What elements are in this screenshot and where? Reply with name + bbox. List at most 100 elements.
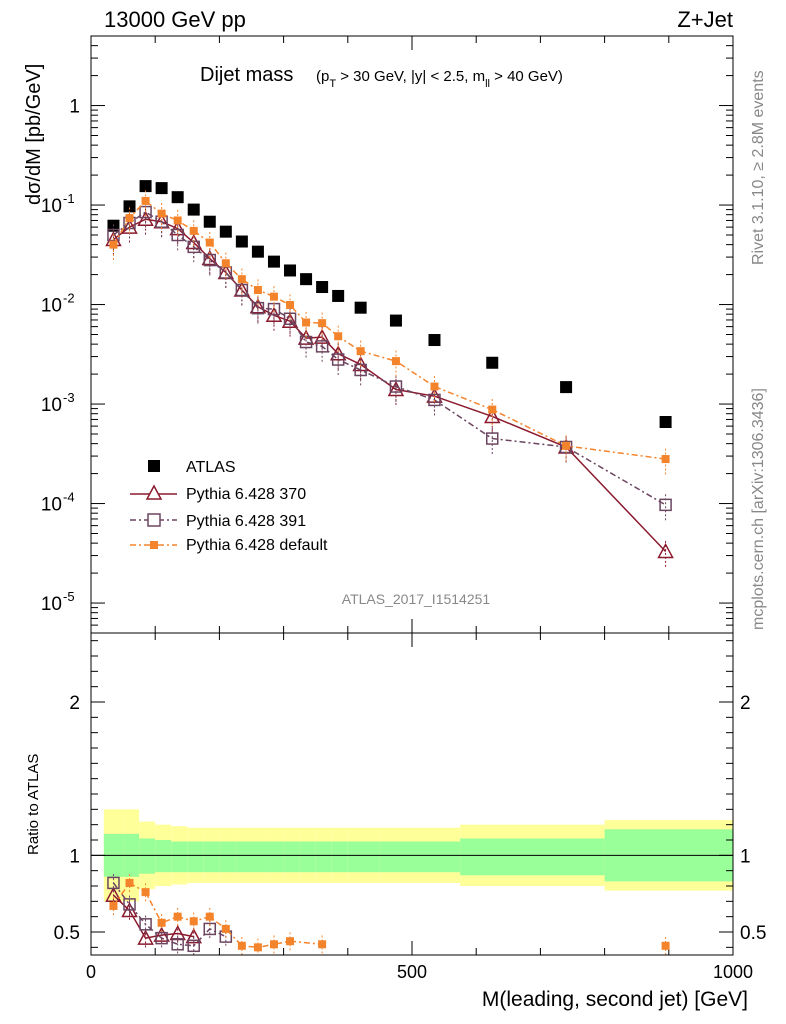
marker-p391 [171, 228, 184, 242]
marker-p391 [203, 253, 217, 267]
legend-label-p391: Pythia 6.428 391 [186, 513, 306, 530]
band-inner [315, 841, 332, 873]
marker-pdef [430, 382, 439, 391]
ratio-marker-p391 [123, 898, 136, 911]
legend-marker-p391 [147, 513, 161, 527]
marker-atlas [354, 301, 367, 314]
marker-pdef [125, 214, 134, 223]
marker-p391 [251, 301, 265, 315]
marker-atlas [203, 215, 216, 228]
main-title: Dijet mass [200, 64, 293, 86]
main-panel: 10 -510 -410 -310 -210 -11 [41, 35, 734, 633]
marker-atlas [428, 334, 441, 347]
y-tick-label-exponent: -1 [63, 191, 75, 206]
band-inner [267, 841, 284, 873]
band-inner [347, 841, 380, 873]
marker-pdef [237, 275, 246, 284]
y-tick-label-exponent: -2 [63, 291, 75, 306]
marker-atlas [235, 235, 248, 248]
ratio-marker-pdef [221, 924, 230, 933]
band-inner [235, 841, 252, 873]
marker-pdef [661, 455, 670, 464]
y-tick-label: 1 [69, 97, 80, 118]
ratio-marker-pdef [173, 912, 182, 921]
marker-atlas [219, 225, 232, 238]
x-axis-label: M(leading, second jet) [GeV] [482, 988, 748, 1011]
ratio-frame [90, 632, 734, 956]
side-text-bottom: mcplots.cern.ch [arXiv:1306.3436] [750, 388, 767, 630]
marker-p370 [483, 407, 501, 424]
header-right: Z+Jet [677, 7, 733, 32]
marker-p370 [387, 380, 405, 397]
band-inner [299, 841, 316, 873]
ratio-marker-pdef [253, 943, 262, 952]
ratio-marker-p391 [187, 939, 200, 953]
marker-p391 [235, 283, 249, 297]
marker-p391 [315, 340, 329, 353]
marker-atlas [139, 180, 152, 193]
marker-pdef [488, 405, 497, 414]
ratio-marker-pdef [157, 918, 166, 927]
y-axis-label-ratio: Ratio to ATLAS [25, 754, 42, 855]
marker-atlas [659, 416, 672, 429]
ratio-marker-pdef [661, 941, 670, 950]
band-inner [219, 841, 236, 873]
band-inner [460, 838, 605, 876]
marker-atlas [284, 264, 297, 277]
marker-atlas [267, 255, 280, 268]
ratio-y-tick-label: 0.5 [54, 923, 80, 944]
legend: ATLAS Pythia 6.428 370 Pythia 6.428 391 … [130, 459, 328, 554]
y-tick-label: 10 [41, 296, 62, 317]
band-inner [187, 841, 204, 873]
band-inner [203, 841, 220, 873]
band-inner [155, 840, 172, 873]
marker-p391 [331, 353, 345, 366]
y-axis-label-main: dσ/dM [pb/GeV] [23, 64, 45, 205]
marker-pdef [318, 319, 327, 328]
ratio-marker-pdef [286, 937, 295, 946]
marker-pdef [141, 196, 150, 205]
ratio-series-group [105, 873, 670, 955]
ratio-y-tick-label: 1 [69, 846, 80, 867]
marker-pdef [173, 216, 182, 225]
ratio-y-tick-label: 0.5 [740, 923, 766, 944]
marker-p391 [428, 393, 441, 407]
marker-p370 [137, 210, 154, 226]
ratio-marker-p391 [139, 918, 152, 931]
marker-p391 [283, 312, 297, 325]
marker-atlas [300, 273, 313, 286]
y-tick-label-exponent: -5 [63, 589, 75, 604]
marker-atlas [389, 314, 402, 327]
legend-marker-atlas [148, 460, 160, 472]
series-line-pdef [112, 199, 666, 460]
band-inner [379, 841, 412, 873]
legend-label-atlas: ATLAS [186, 459, 236, 476]
header-left: 13000 GeV pp [104, 7, 246, 32]
band-inner [139, 838, 156, 874]
x-tick-label: 0 [86, 962, 96, 982]
marker-atlas [251, 245, 264, 258]
ratio-marker-pdef [318, 940, 327, 949]
marker-p370 [313, 328, 331, 344]
legend-marker-p370 [145, 484, 163, 500]
marker-p391 [354, 363, 367, 377]
marker-p370 [249, 298, 267, 314]
ratio-marker-p391 [155, 931, 168, 945]
ratio-marker-pdef [237, 941, 246, 950]
x-tick-label: 500 [397, 962, 427, 982]
ratio-marker-pdef [125, 878, 134, 887]
ratio-marker-p370 [137, 929, 154, 945]
band-inner [283, 841, 300, 873]
y-tick-label: 10 [41, 395, 62, 416]
ratio-y-tick-label: 2 [69, 693, 80, 714]
marker-p391 [107, 228, 120, 242]
marker-atlas [187, 203, 200, 216]
marker-pdef [205, 238, 214, 247]
band-inner [251, 841, 268, 873]
marker-atlas [123, 200, 136, 213]
y-tick-label-exponent: -4 [63, 490, 75, 505]
marker-p391 [486, 432, 499, 445]
marker-p391 [659, 498, 672, 512]
band-inner [331, 841, 348, 873]
